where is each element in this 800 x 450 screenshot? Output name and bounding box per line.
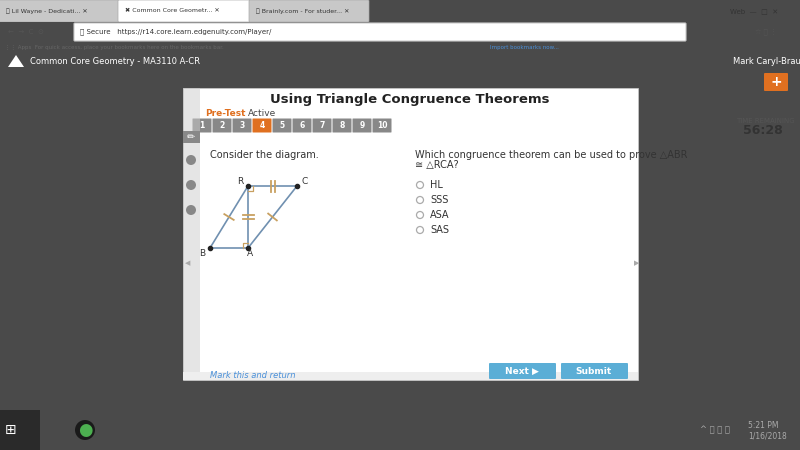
Text: Submit: Submit xyxy=(576,366,612,375)
FancyBboxPatch shape xyxy=(233,118,251,132)
Text: 5:21 PM: 5:21 PM xyxy=(748,422,778,431)
Text: ^ 🔊 🌐 💬: ^ 🔊 🌐 💬 xyxy=(700,426,730,435)
Bar xyxy=(183,372,638,380)
Polygon shape xyxy=(8,55,24,67)
FancyBboxPatch shape xyxy=(74,23,686,41)
Bar xyxy=(0,410,40,450)
Text: ←  →  C  ⊙: ← → C ⊙ xyxy=(8,29,44,35)
Text: 1: 1 xyxy=(199,121,205,130)
Text: 🟦 Brainly.com - For studer... ✕: 🟦 Brainly.com - For studer... ✕ xyxy=(256,8,350,14)
Text: R: R xyxy=(237,176,243,185)
Text: ⋮⋮ Apps  For quick access, place your bookmarks here on the bookmarks bar.: ⋮⋮ Apps For quick access, place your boo… xyxy=(5,45,224,50)
FancyBboxPatch shape xyxy=(0,0,119,22)
FancyBboxPatch shape xyxy=(313,118,331,132)
Text: ☆ 🔴 ⋮: ☆ 🔴 ⋮ xyxy=(755,28,777,36)
Text: Next ▶: Next ▶ xyxy=(505,366,539,375)
Text: ◀: ◀ xyxy=(185,260,190,266)
Text: C: C xyxy=(302,176,308,185)
Circle shape xyxy=(417,181,423,189)
Text: Which congruence theorem can be used to prove △ABR: Which congruence theorem can be used to … xyxy=(415,150,687,160)
Text: HL: HL xyxy=(430,180,443,190)
Circle shape xyxy=(417,226,423,234)
Text: 10: 10 xyxy=(377,121,387,130)
Text: Mark Caryl-Braun: Mark Caryl-Braun xyxy=(734,57,800,66)
Circle shape xyxy=(75,420,95,440)
FancyBboxPatch shape xyxy=(193,118,211,132)
Text: SAS: SAS xyxy=(430,225,449,235)
Circle shape xyxy=(186,205,196,215)
Text: ●: ● xyxy=(78,421,92,439)
Text: Import bookmarks now...: Import bookmarks now... xyxy=(490,45,559,50)
Text: 3: 3 xyxy=(239,121,245,130)
FancyBboxPatch shape xyxy=(353,118,371,132)
FancyBboxPatch shape xyxy=(213,118,231,132)
FancyBboxPatch shape xyxy=(253,118,271,132)
Text: Consider the diagram.: Consider the diagram. xyxy=(210,150,318,160)
Text: B: B xyxy=(199,248,205,257)
Bar xyxy=(183,131,200,143)
Text: ▶: ▶ xyxy=(634,260,639,266)
Text: ✏: ✏ xyxy=(187,132,195,142)
Text: 56:28: 56:28 xyxy=(743,125,783,138)
FancyBboxPatch shape xyxy=(373,118,391,132)
Circle shape xyxy=(417,197,423,203)
Bar xyxy=(183,88,200,380)
Text: 1/16/2018: 1/16/2018 xyxy=(748,432,786,441)
Text: 6: 6 xyxy=(299,121,305,130)
Text: Mark this and return: Mark this and return xyxy=(210,372,295,381)
FancyBboxPatch shape xyxy=(273,118,291,132)
Text: Web  —  □  ✕: Web — □ ✕ xyxy=(730,8,778,14)
Text: 5: 5 xyxy=(279,121,285,130)
Circle shape xyxy=(186,155,196,165)
Text: ✖ Common Core Geometr... ✕: ✖ Common Core Geometr... ✕ xyxy=(125,9,220,13)
FancyBboxPatch shape xyxy=(249,0,369,22)
Text: ≅ △RCA?: ≅ △RCA? xyxy=(415,160,458,170)
Text: A: A xyxy=(247,248,253,257)
Text: 🔴 Lil Wayne - Dedicati... ✕: 🔴 Lil Wayne - Dedicati... ✕ xyxy=(6,8,88,14)
Text: Common Core Geometry - MA3110 A-CR: Common Core Geometry - MA3110 A-CR xyxy=(30,57,200,66)
Text: 2: 2 xyxy=(219,121,225,130)
Circle shape xyxy=(186,180,196,190)
FancyBboxPatch shape xyxy=(764,73,788,91)
Text: TIME REMAINING: TIME REMAINING xyxy=(736,118,794,124)
Text: 7: 7 xyxy=(319,121,325,130)
FancyBboxPatch shape xyxy=(561,363,628,379)
Text: SSS: SSS xyxy=(430,195,448,205)
FancyBboxPatch shape xyxy=(293,118,311,132)
Text: Using Triangle Congruence Theorems: Using Triangle Congruence Theorems xyxy=(270,93,550,105)
FancyBboxPatch shape xyxy=(333,118,351,132)
Text: ⊞: ⊞ xyxy=(5,423,17,437)
Text: 8: 8 xyxy=(339,121,345,130)
FancyBboxPatch shape xyxy=(118,0,250,22)
Text: +: + xyxy=(770,75,782,89)
Text: 🔒 Secure   https://r14.core.learn.edgenuity.com/Player/: 🔒 Secure https://r14.core.learn.edgenuit… xyxy=(80,29,271,35)
Circle shape xyxy=(417,212,423,219)
Bar xyxy=(183,88,638,380)
Text: 4: 4 xyxy=(259,121,265,130)
Text: 9: 9 xyxy=(359,121,365,130)
Text: ASA: ASA xyxy=(430,210,450,220)
Text: Pre-Test: Pre-Test xyxy=(205,108,246,117)
Text: Active: Active xyxy=(248,108,276,117)
FancyBboxPatch shape xyxy=(489,363,556,379)
